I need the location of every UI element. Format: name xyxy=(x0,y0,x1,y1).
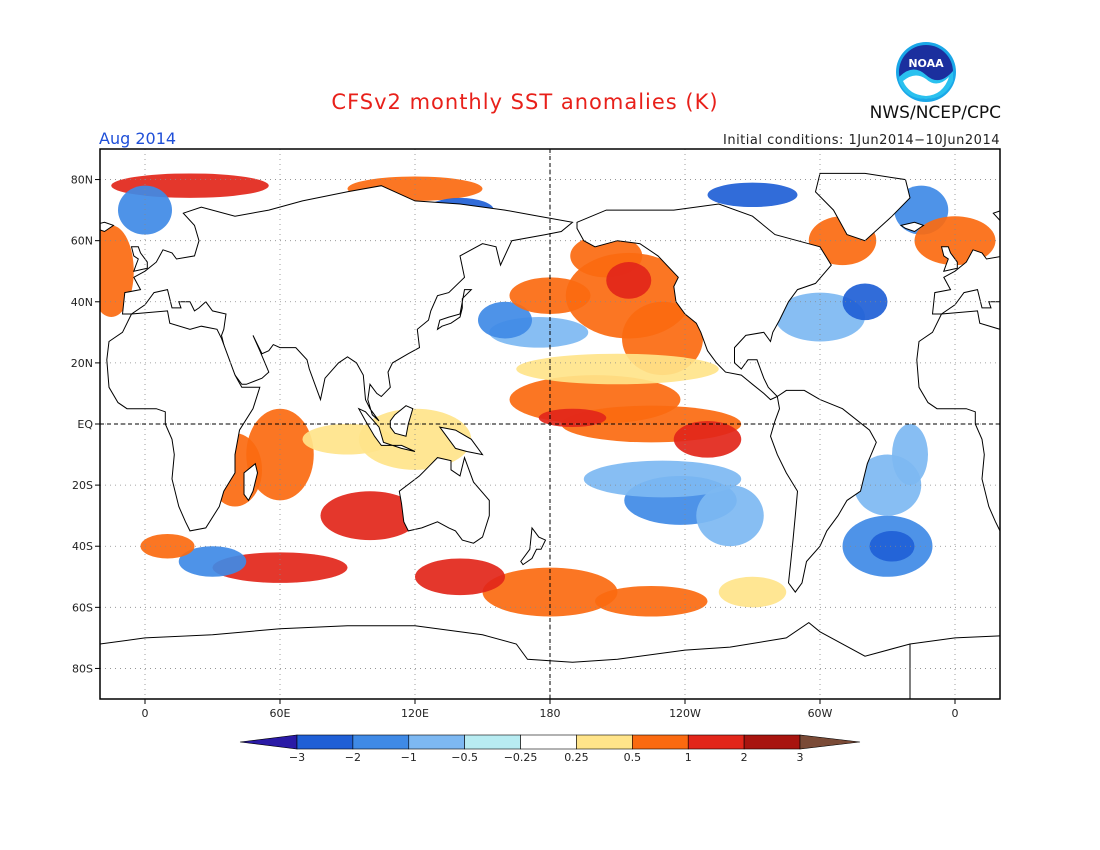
land-japan xyxy=(436,289,473,331)
lat-tick-label: 40N xyxy=(71,296,93,309)
land-south-america xyxy=(769,389,877,593)
colorbar-label: 1 xyxy=(685,751,692,764)
anomaly-region xyxy=(696,485,764,547)
colorbar-segment xyxy=(520,734,577,750)
land-uk xyxy=(940,246,958,272)
anomaly-region xyxy=(320,491,420,541)
initial-conditions: Initial conditions: 1Jun2014−10Jun2014 xyxy=(723,133,1000,148)
colorbar-label: 3 xyxy=(797,751,804,764)
colorbar-label: 0.25 xyxy=(564,751,589,764)
land-new-guinea xyxy=(438,426,484,456)
anomaly-region xyxy=(583,460,742,498)
anomaly-region xyxy=(718,576,787,608)
map-title: CFSv2 monthly SST anomalies (K) xyxy=(331,90,719,114)
land-iceland xyxy=(100,221,115,233)
anomaly-region xyxy=(775,292,865,342)
anomaly-region xyxy=(516,353,719,385)
colorbar: −3 −2 −1 −0.5 −0.25 0.25 0.5 1 2 3 xyxy=(239,734,861,764)
land-eurasia xyxy=(121,185,574,422)
lon-tick-label: 60W xyxy=(808,707,833,720)
forecast-month: Aug 2014 xyxy=(99,129,177,148)
colorbar-segment xyxy=(296,734,354,750)
anomaly-region xyxy=(892,424,928,486)
anomaly-region xyxy=(595,585,708,617)
colorbar-segment xyxy=(408,734,465,750)
land-south-america xyxy=(0,390,66,592)
lat-tick-label: 80S xyxy=(72,662,93,675)
lon-tick-label: 180 xyxy=(540,707,561,720)
anomaly-region xyxy=(606,262,652,299)
colorbar-segment xyxy=(632,734,689,750)
land-madagascar xyxy=(243,462,259,502)
anomaly-region xyxy=(478,301,532,339)
colorbar-segment xyxy=(743,734,801,750)
anomaly-region xyxy=(415,558,505,596)
land-greenland xyxy=(814,172,911,242)
colorbar-segment xyxy=(687,734,745,750)
anomaly-region xyxy=(118,185,172,235)
anomaly-region xyxy=(212,552,348,583)
colorbar-label: 0.5 xyxy=(624,751,642,764)
lon-tick-label: 120W xyxy=(669,707,701,720)
lon-tick-label: 120E xyxy=(401,707,429,720)
lat-tick-label: 40S xyxy=(72,540,93,553)
colorbar-low-arrow xyxy=(239,734,298,750)
land-uk xyxy=(130,246,148,272)
colorbar-label: −2 xyxy=(345,751,361,764)
colorbar-label: −0.25 xyxy=(504,751,538,764)
latitude-ticks: 80N 60N 40N 20N EQ 20S 40S 60S 80S xyxy=(71,174,100,675)
lon-tick-label: 0 xyxy=(952,707,959,720)
noaa-logo-icon: NOAA xyxy=(896,42,956,102)
map-area xyxy=(0,149,1068,699)
lon-tick-label: 60E xyxy=(270,707,291,720)
colorbar-label: −1 xyxy=(401,751,417,764)
lon-tick-label: 0 xyxy=(142,707,149,720)
colorbar-segment xyxy=(464,734,521,750)
land-africa xyxy=(106,310,261,532)
lat-tick-label: 60S xyxy=(72,601,93,614)
anomaly-region xyxy=(707,182,798,208)
anomaly-region xyxy=(509,277,591,314)
land-new-zealand xyxy=(520,526,547,566)
lat-tick-label: 60N xyxy=(71,235,93,248)
anomaly-region xyxy=(302,424,393,455)
colorbar-label: −3 xyxy=(289,751,305,764)
colorbar-segment xyxy=(576,734,633,750)
lat-tick-label: 80N xyxy=(71,174,93,187)
anomaly-region xyxy=(673,420,742,458)
land-antarctica xyxy=(909,635,1000,699)
land-africa xyxy=(916,310,1000,532)
land-iceland xyxy=(899,221,925,233)
colorbar-segment xyxy=(352,734,410,750)
agency-label: NWS/NCEP/CPC xyxy=(869,103,1001,123)
land-north-america xyxy=(0,204,21,400)
land-madagascar xyxy=(1054,464,1068,501)
colorbar-label: 2 xyxy=(741,751,748,764)
logo-text: NOAA xyxy=(908,57,944,70)
colorbar-label: −0.5 xyxy=(451,751,478,764)
lat-tick-label: EQ xyxy=(77,418,93,431)
lat-tick-label: 20S xyxy=(72,479,93,492)
anomaly-region xyxy=(178,546,247,577)
longitude-ticks: 0 60E 120E 180 120W 60W 0 xyxy=(142,699,959,720)
anomaly-region xyxy=(140,534,195,559)
colorbar-high-arrow xyxy=(799,734,861,750)
grid-lines xyxy=(100,149,1000,699)
land-north-america xyxy=(576,203,832,401)
land-indonesia xyxy=(357,407,416,452)
land-eurasia xyxy=(931,210,1000,315)
anomaly-region xyxy=(869,530,915,562)
lat-tick-label: 20N xyxy=(71,357,93,370)
anomaly-region xyxy=(538,408,607,428)
